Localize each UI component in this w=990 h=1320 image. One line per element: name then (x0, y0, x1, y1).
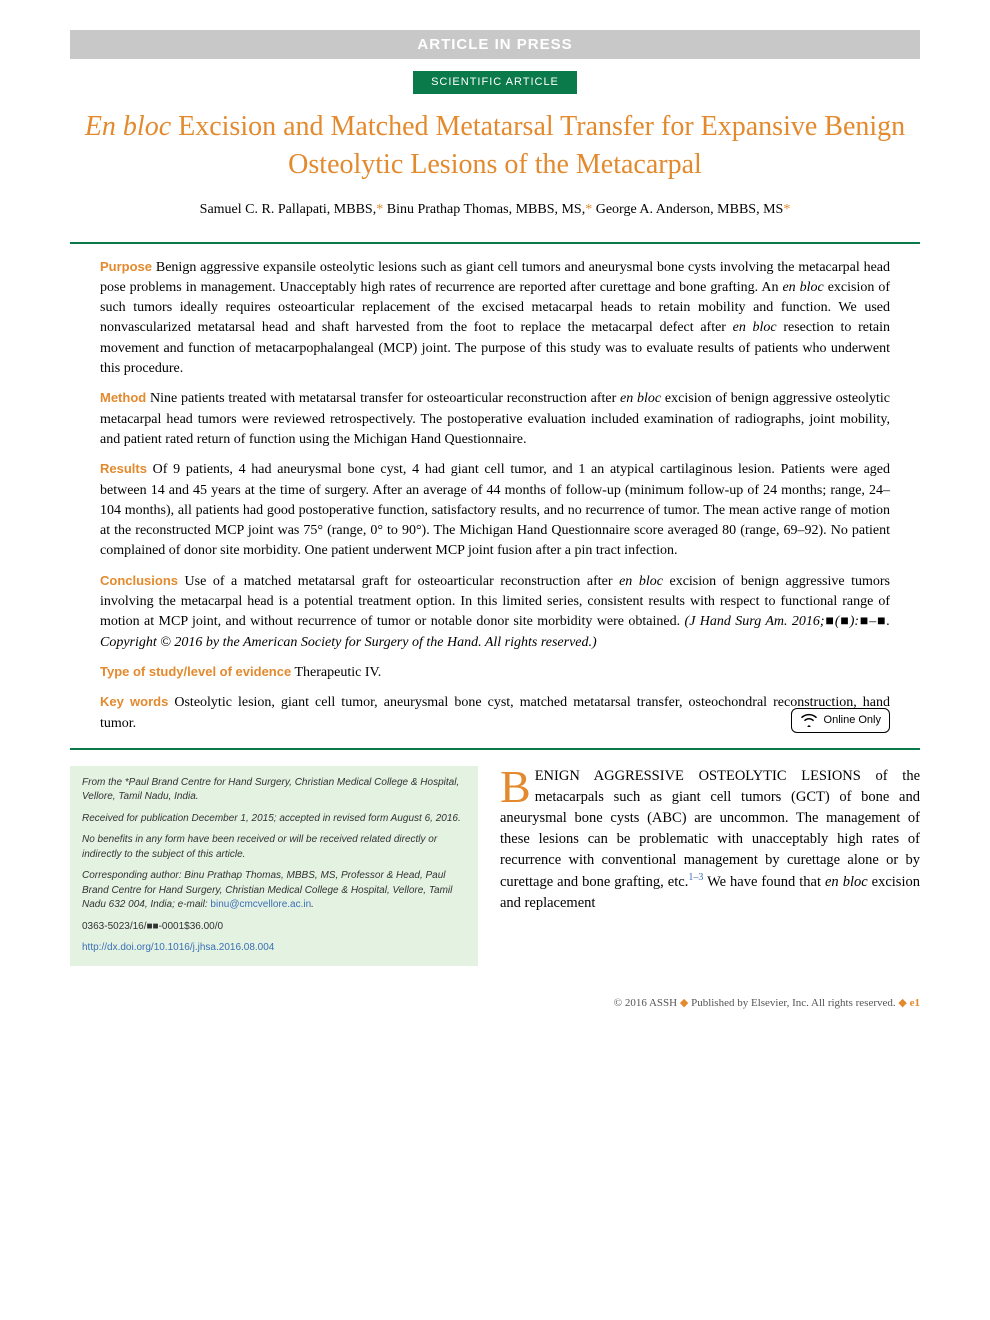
purpose-em1: en bloc (782, 280, 823, 295)
title-rest: Excision and Matched Metatarsal Transfer… (178, 111, 905, 180)
article-type-badge: SCIENTIFIC ARTICLE (413, 71, 577, 94)
body-em: en bloc (825, 874, 868, 890)
affil-marker: * (585, 202, 592, 217)
evidence-text: Therapeutic IV. (294, 665, 381, 680)
abstract-results: Results Of 9 patients, 4 had aneurysmal … (100, 460, 890, 561)
affil-from: From the *Paul Brand Centre for Hand Sur… (82, 776, 466, 805)
affiliation-box: From the *Paul Brand Centre for Hand Sur… (70, 766, 478, 966)
article-title: En bloc Excision and Matched Metatarsal … (70, 108, 920, 184)
results-text: Of 9 patients, 4 had aneurysmal bone cys… (100, 462, 890, 558)
purpose-text-a: Benign aggressive expansile osteolytic l… (100, 260, 890, 295)
abstract-keywords: Key words Osteolytic lesion, giant cell … (100, 693, 890, 734)
abstract-purpose: Purpose Benign aggressive expansile oste… (100, 258, 890, 380)
footer-published: Published by Elsevier, Inc. All rights r… (691, 997, 896, 1009)
affil-received: Received for publication December 1, 201… (82, 812, 466, 827)
abstract-conclusions: Conclusions Use of a matched metatarsal … (100, 572, 890, 653)
body-text-column: BENIGN AGGRESSIVE OSTEOLYTIC LESIONS of … (500, 766, 920, 966)
affil-benefits: No benefits in any form have been receiv… (82, 833, 466, 862)
affil-marker: * (783, 202, 790, 217)
affil-corresponding: Corresponding author: Binu Prathap Thoma… (82, 869, 466, 913)
author-3: George A. Anderson, MBBS, MS (596, 202, 784, 217)
article-type-wrap: SCIENTIFIC ARTICLE (70, 71, 920, 94)
diamond-icon: ◆ (680, 997, 691, 1009)
body-text-a: of the metacarpals such as giant cell tu… (500, 768, 920, 890)
diamond-icon: ◆ (898, 997, 909, 1009)
method-text-a: Nine patients treated with metatarsal tr… (150, 391, 620, 406)
conclusions-text-a: Use of a matched metatarsal graft for os… (185, 574, 620, 589)
affil-marker: * (376, 202, 383, 217)
reference-sup[interactable]: 1–3 (688, 872, 703, 883)
body-smallcaps: ENIGN AGGRESSIVE OSTEOLYTIC LESIONS (535, 768, 861, 784)
doi-link[interactable]: http://dx.doi.org/10.1016/j.jhsa.2016.08… (82, 942, 274, 953)
footer-copyright: © 2016 ASSH (614, 997, 677, 1009)
conclusions-em1: en bloc (619, 574, 663, 589)
method-em1: en bloc (620, 391, 661, 406)
keywords-label: Key words (100, 694, 168, 709)
page-number: e1 (910, 997, 920, 1009)
online-only-text: Online Only (824, 713, 881, 729)
corresponding-email[interactable]: binu@cmcvellore.ac.in (210, 899, 311, 910)
article-in-press-banner: ARTICLE IN PRESS (70, 30, 920, 59)
purpose-em2: en bloc (733, 320, 777, 335)
author-1: Samuel C. R. Pallapati, MBBS, (200, 202, 377, 217)
keywords-text: Osteolytic lesion, giant cell tumor, ane… (100, 695, 890, 730)
body-text-b: We have found that (703, 874, 825, 890)
author-2: Binu Prathap Thomas, MBBS, MS, (387, 202, 586, 217)
abstract-method: Method Nine patients treated with metata… (100, 389, 890, 450)
affil-issn: 0363-5023/16/■■-0001$36.00/0 (82, 920, 466, 935)
wifi-icon (800, 713, 818, 727)
bottom-columns: From the *Paul Brand Centre for Hand Sur… (70, 766, 920, 966)
page-footer: © 2016 ASSH ◆ Published by Elsevier, Inc… (70, 996, 920, 1011)
online-only-badge: Online Only (791, 708, 890, 734)
title-emphasis: En bloc (85, 111, 171, 142)
abstract-box: Purpose Benign aggressive expansile oste… (70, 242, 920, 750)
purpose-label: Purpose (100, 259, 152, 274)
corresponding-suffix: . (311, 899, 314, 910)
method-label: Method (100, 390, 146, 405)
evidence-label: Type of study/level of evidence (100, 664, 291, 679)
author-list: Samuel C. R. Pallapati, MBBS,* Binu Prat… (70, 200, 920, 220)
results-label: Results (100, 461, 147, 476)
conclusions-label: Conclusions (100, 573, 178, 588)
dropcap: B (500, 766, 535, 806)
abstract-evidence: Type of study/level of evidence Therapeu… (100, 663, 890, 683)
